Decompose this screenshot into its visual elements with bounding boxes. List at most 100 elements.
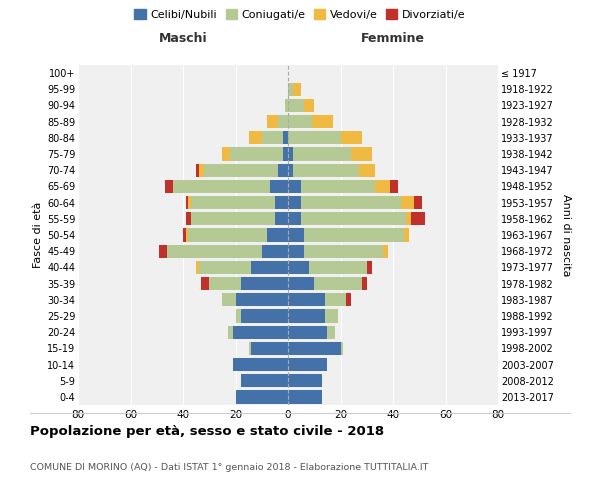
Bar <box>185 196 188 209</box>
Bar <box>293 82 301 96</box>
Bar <box>288 212 301 226</box>
Bar <box>204 164 277 177</box>
Bar <box>235 310 241 322</box>
Bar <box>414 196 422 209</box>
Bar <box>288 228 304 241</box>
Bar <box>275 196 288 209</box>
Bar <box>361 277 367 290</box>
Bar <box>288 293 325 306</box>
Bar <box>251 342 288 355</box>
Bar <box>404 228 409 241</box>
Bar <box>304 244 383 258</box>
Bar <box>188 228 267 241</box>
Bar <box>267 228 288 241</box>
Bar <box>248 342 251 355</box>
Bar <box>288 260 309 274</box>
Bar <box>283 148 288 160</box>
Bar <box>288 115 311 128</box>
Bar <box>191 196 275 209</box>
Bar <box>241 374 288 388</box>
Bar <box>191 212 275 226</box>
Bar <box>223 293 235 306</box>
Bar <box>241 277 288 290</box>
Bar <box>341 131 361 144</box>
Bar <box>286 99 288 112</box>
Text: COMUNE DI MORINO (AQ) - Dati ISTAT 1° gennaio 2018 - Elaborazione TUTTITALIA.IT: COMUNE DI MORINO (AQ) - Dati ISTAT 1° ge… <box>30 463 428 472</box>
Bar <box>185 212 191 226</box>
Bar <box>262 131 283 144</box>
Bar <box>359 164 374 177</box>
Bar <box>196 260 199 274</box>
Bar <box>288 244 304 258</box>
Text: Popolazione per età, sesso e stato civile - 2018: Popolazione per età, sesso e stato civil… <box>30 425 384 438</box>
Bar <box>267 115 277 128</box>
Bar <box>314 277 361 290</box>
Bar <box>233 326 288 339</box>
Bar <box>288 196 301 209</box>
Bar <box>288 374 322 388</box>
Bar <box>269 180 288 193</box>
Bar <box>288 326 328 339</box>
Bar <box>288 148 293 160</box>
Bar <box>311 115 332 128</box>
Bar <box>351 148 372 160</box>
Bar <box>406 212 412 226</box>
Bar <box>173 180 269 193</box>
Bar <box>325 293 346 306</box>
Bar <box>199 260 251 274</box>
Bar <box>241 310 288 322</box>
Bar <box>328 326 335 339</box>
Bar <box>167 244 262 258</box>
Bar <box>401 196 414 209</box>
Bar <box>301 196 401 209</box>
Bar <box>183 228 185 241</box>
Bar <box>248 131 262 144</box>
Bar <box>304 99 314 112</box>
Bar <box>391 180 398 193</box>
Bar <box>277 115 288 128</box>
Bar <box>235 390 288 404</box>
Bar <box>233 358 288 371</box>
Bar <box>262 244 288 258</box>
Bar <box>374 180 391 193</box>
Bar <box>304 228 404 241</box>
Bar <box>288 131 341 144</box>
Bar <box>309 260 367 274</box>
Text: Femmine: Femmine <box>361 32 425 46</box>
Bar <box>288 99 304 112</box>
Bar <box>412 212 425 226</box>
Legend: Celibi/Nubili, Coniugati/e, Vedovi/e, Divorziati/e: Celibi/Nubili, Coniugati/e, Vedovi/e, Di… <box>130 5 470 24</box>
Bar <box>346 293 351 306</box>
Bar <box>230 148 283 160</box>
Bar <box>288 180 301 193</box>
Y-axis label: Anni di nascita: Anni di nascita <box>560 194 571 276</box>
Bar <box>251 260 288 274</box>
Bar <box>301 180 374 193</box>
Bar <box>199 164 204 177</box>
Bar <box>293 164 359 177</box>
Bar <box>288 310 325 322</box>
Bar <box>223 148 230 160</box>
Bar <box>288 277 314 290</box>
Bar <box>288 82 293 96</box>
Bar <box>283 131 288 144</box>
Bar <box>325 310 338 322</box>
Bar <box>341 342 343 355</box>
Bar <box>185 228 188 241</box>
Bar <box>288 390 322 404</box>
Bar <box>196 164 199 177</box>
Bar <box>367 260 372 274</box>
Bar <box>209 277 241 290</box>
Bar <box>275 212 288 226</box>
Bar <box>301 212 406 226</box>
Bar <box>202 277 209 290</box>
Bar <box>293 148 351 160</box>
Bar <box>383 244 388 258</box>
Bar <box>288 164 293 177</box>
Bar <box>164 180 173 193</box>
Y-axis label: Fasce di età: Fasce di età <box>32 202 43 268</box>
Bar <box>277 164 288 177</box>
Bar <box>227 326 233 339</box>
Bar <box>288 342 341 355</box>
Bar <box>160 244 167 258</box>
